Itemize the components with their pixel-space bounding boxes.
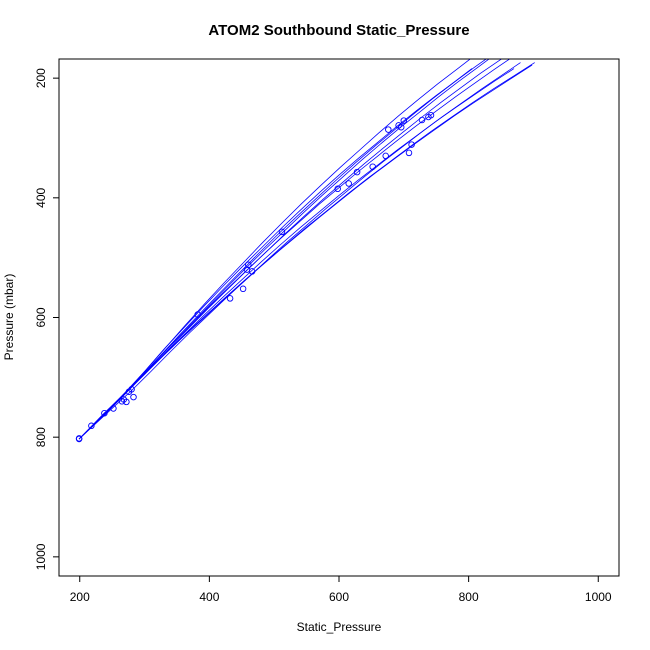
data-point [130, 393, 137, 401]
data-point [345, 180, 352, 187]
data-points [75, 111, 435, 443]
data-point [245, 261, 252, 269]
series-line-10 [78, 64, 533, 440]
data-point [123, 398, 130, 406]
y-tick-label: 800 [34, 427, 48, 447]
data-point [382, 152, 389, 160]
data-point [194, 311, 201, 318]
series-line-8 [78, 62, 535, 440]
chart-title: ATOM2 Southbound Static_Pressure [208, 22, 469, 39]
data-point [239, 285, 247, 293]
series-line-5 [78, 62, 521, 440]
series-line-7 [78, 59, 503, 440]
data-point [334, 185, 341, 193]
x-tick-label: 800 [459, 590, 479, 604]
data-point [278, 228, 286, 236]
data-point [101, 409, 108, 417]
data-point [88, 422, 95, 430]
series-line-1 [78, 59, 511, 440]
data-point [110, 405, 117, 412]
x-axis-label: Static_Pressure [297, 620, 382, 634]
y-tick-label: 600 [34, 307, 48, 327]
data-point [128, 386, 135, 393]
data-point [397, 123, 405, 131]
data-point [385, 126, 392, 133]
series-lines [78, 59, 535, 440]
data-point [75, 435, 83, 442]
x-tick-label: 600 [329, 590, 349, 604]
x-tick-label: 200 [70, 590, 90, 604]
x-tick-label: 1000 [585, 590, 612, 604]
data-point [248, 268, 256, 275]
series-line-4 [78, 68, 473, 440]
data-point [369, 163, 376, 170]
y-axis: 200 400 600 800 1000 [34, 68, 59, 570]
y-tick-label: 400 [34, 187, 48, 207]
series-line-9 [78, 59, 490, 440]
series-line-6 [78, 59, 471, 440]
data-point [353, 168, 361, 176]
data-point [405, 149, 413, 157]
data-point [226, 295, 234, 302]
series-line-3 [78, 68, 515, 440]
data-point [408, 141, 415, 148]
data-point [118, 398, 126, 405]
y-tick-label: 200 [34, 68, 48, 88]
x-tick-label: 400 [199, 590, 219, 604]
plot-frame [58, 58, 620, 577]
data-point [418, 116, 426, 124]
x-axis: 200 400 600 800 1000 [70, 576, 612, 604]
y-tick-label: 1000 [34, 543, 48, 570]
data-point [427, 111, 435, 119]
y-axis-label: Pressure (mbar) [2, 274, 16, 361]
data-point [400, 117, 408, 124]
